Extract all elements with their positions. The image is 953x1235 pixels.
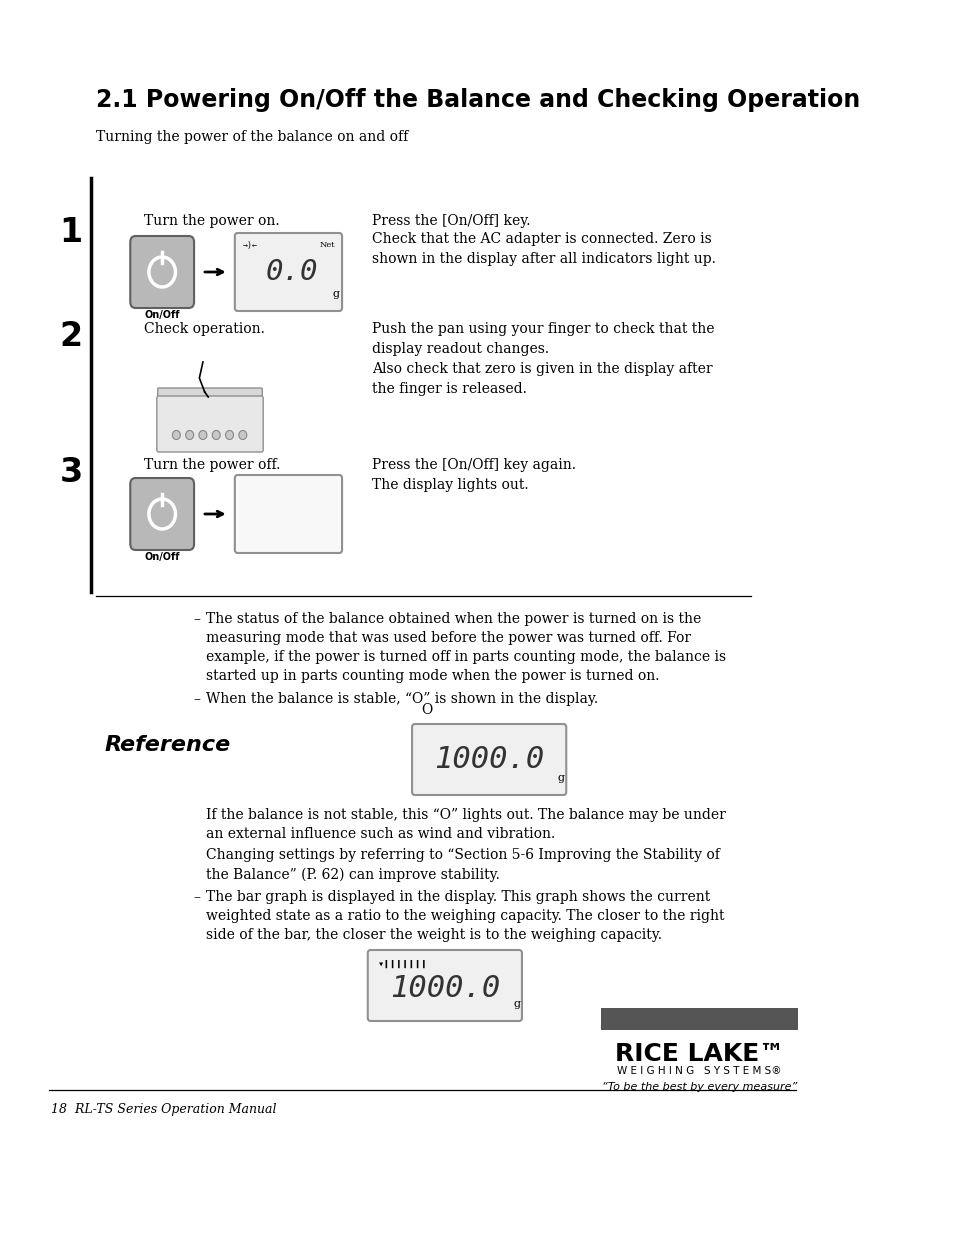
Circle shape (172, 431, 180, 440)
Circle shape (186, 431, 193, 440)
Text: –: – (193, 890, 200, 904)
Text: Also check that zero is given in the display after
the finger is released.: Also check that zero is given in the dis… (372, 362, 712, 395)
Text: –: – (193, 692, 200, 706)
Text: –: – (193, 613, 200, 626)
Text: Turning the power of the balance on and off: Turning the power of the balance on and … (95, 130, 408, 144)
FancyBboxPatch shape (600, 1008, 797, 1030)
FancyBboxPatch shape (412, 724, 566, 795)
FancyBboxPatch shape (131, 236, 193, 308)
Text: Push the pan using your finger to check that the
display readout changes.: Push the pan using your finger to check … (372, 322, 714, 356)
Circle shape (212, 431, 220, 440)
FancyBboxPatch shape (156, 396, 263, 452)
Text: →)←: →)← (243, 241, 257, 249)
Text: W E I G H I N G   S Y S T E M S®: W E I G H I N G S Y S T E M S® (617, 1066, 781, 1076)
Text: Turn the power on.: Turn the power on. (144, 214, 280, 228)
Text: The status of the balance obtained when the power is turned on is the
measuring : The status of the balance obtained when … (206, 613, 725, 683)
Circle shape (199, 431, 207, 440)
Text: g: g (557, 773, 564, 783)
Text: Net: Net (319, 241, 335, 249)
Text: Press the [On/Off] key.: Press the [On/Off] key. (372, 214, 530, 228)
Circle shape (238, 431, 247, 440)
Text: g: g (513, 999, 519, 1009)
Text: “To be the best by every measure”: “To be the best by every measure” (601, 1082, 796, 1092)
Text: 3: 3 (59, 456, 82, 489)
Text: On/Off: On/Off (144, 552, 180, 562)
Text: ▾❙❙❙❙❙❙❙: ▾❙❙❙❙❙❙❙ (377, 960, 427, 969)
Text: O: O (421, 703, 433, 718)
Text: g: g (332, 289, 339, 299)
Text: 1: 1 (59, 215, 82, 248)
Text: If the balance is not stable, this “O” lights out. The balance may be under
an e: If the balance is not stable, this “O” l… (206, 808, 724, 841)
FancyBboxPatch shape (131, 478, 193, 550)
Circle shape (225, 431, 233, 440)
FancyBboxPatch shape (367, 950, 521, 1021)
FancyBboxPatch shape (234, 233, 342, 311)
Text: 1000.0: 1000.0 (390, 974, 499, 1003)
Text: RICE LAKE™: RICE LAKE™ (614, 1042, 783, 1066)
Text: The display lights out.: The display lights out. (372, 478, 528, 492)
Text: The bar graph is displayed in the display. This graph shows the current
weighted: The bar graph is displayed in the displa… (206, 890, 723, 942)
Text: 2: 2 (59, 320, 82, 352)
Text: Reference: Reference (105, 735, 231, 755)
FancyBboxPatch shape (157, 388, 262, 399)
Text: Check operation.: Check operation. (144, 322, 265, 336)
Text: Turn the power off.: Turn the power off. (144, 458, 280, 472)
Text: Changing settings by referring to “Section 5-6 Improving the Stability of
the Ba: Changing settings by referring to “Secti… (206, 848, 719, 882)
Text: 0.0: 0.0 (266, 258, 318, 287)
Text: 18  RL-TS Series Operation Manual: 18 RL-TS Series Operation Manual (51, 1103, 276, 1116)
FancyBboxPatch shape (234, 475, 342, 553)
Text: 2.1 Powering On/Off the Balance and Checking Operation: 2.1 Powering On/Off the Balance and Chec… (95, 88, 859, 112)
Text: 1000.0: 1000.0 (434, 745, 544, 774)
Text: Check that the AC adapter is connected. Zero is
shown in the display after all i: Check that the AC adapter is connected. … (372, 232, 716, 266)
Text: When the balance is stable, “O” is shown in the display.: When the balance is stable, “O” is shown… (206, 692, 598, 706)
Text: Press the [On/Off] key again.: Press the [On/Off] key again. (372, 458, 576, 472)
Text: On/Off: On/Off (144, 310, 180, 320)
